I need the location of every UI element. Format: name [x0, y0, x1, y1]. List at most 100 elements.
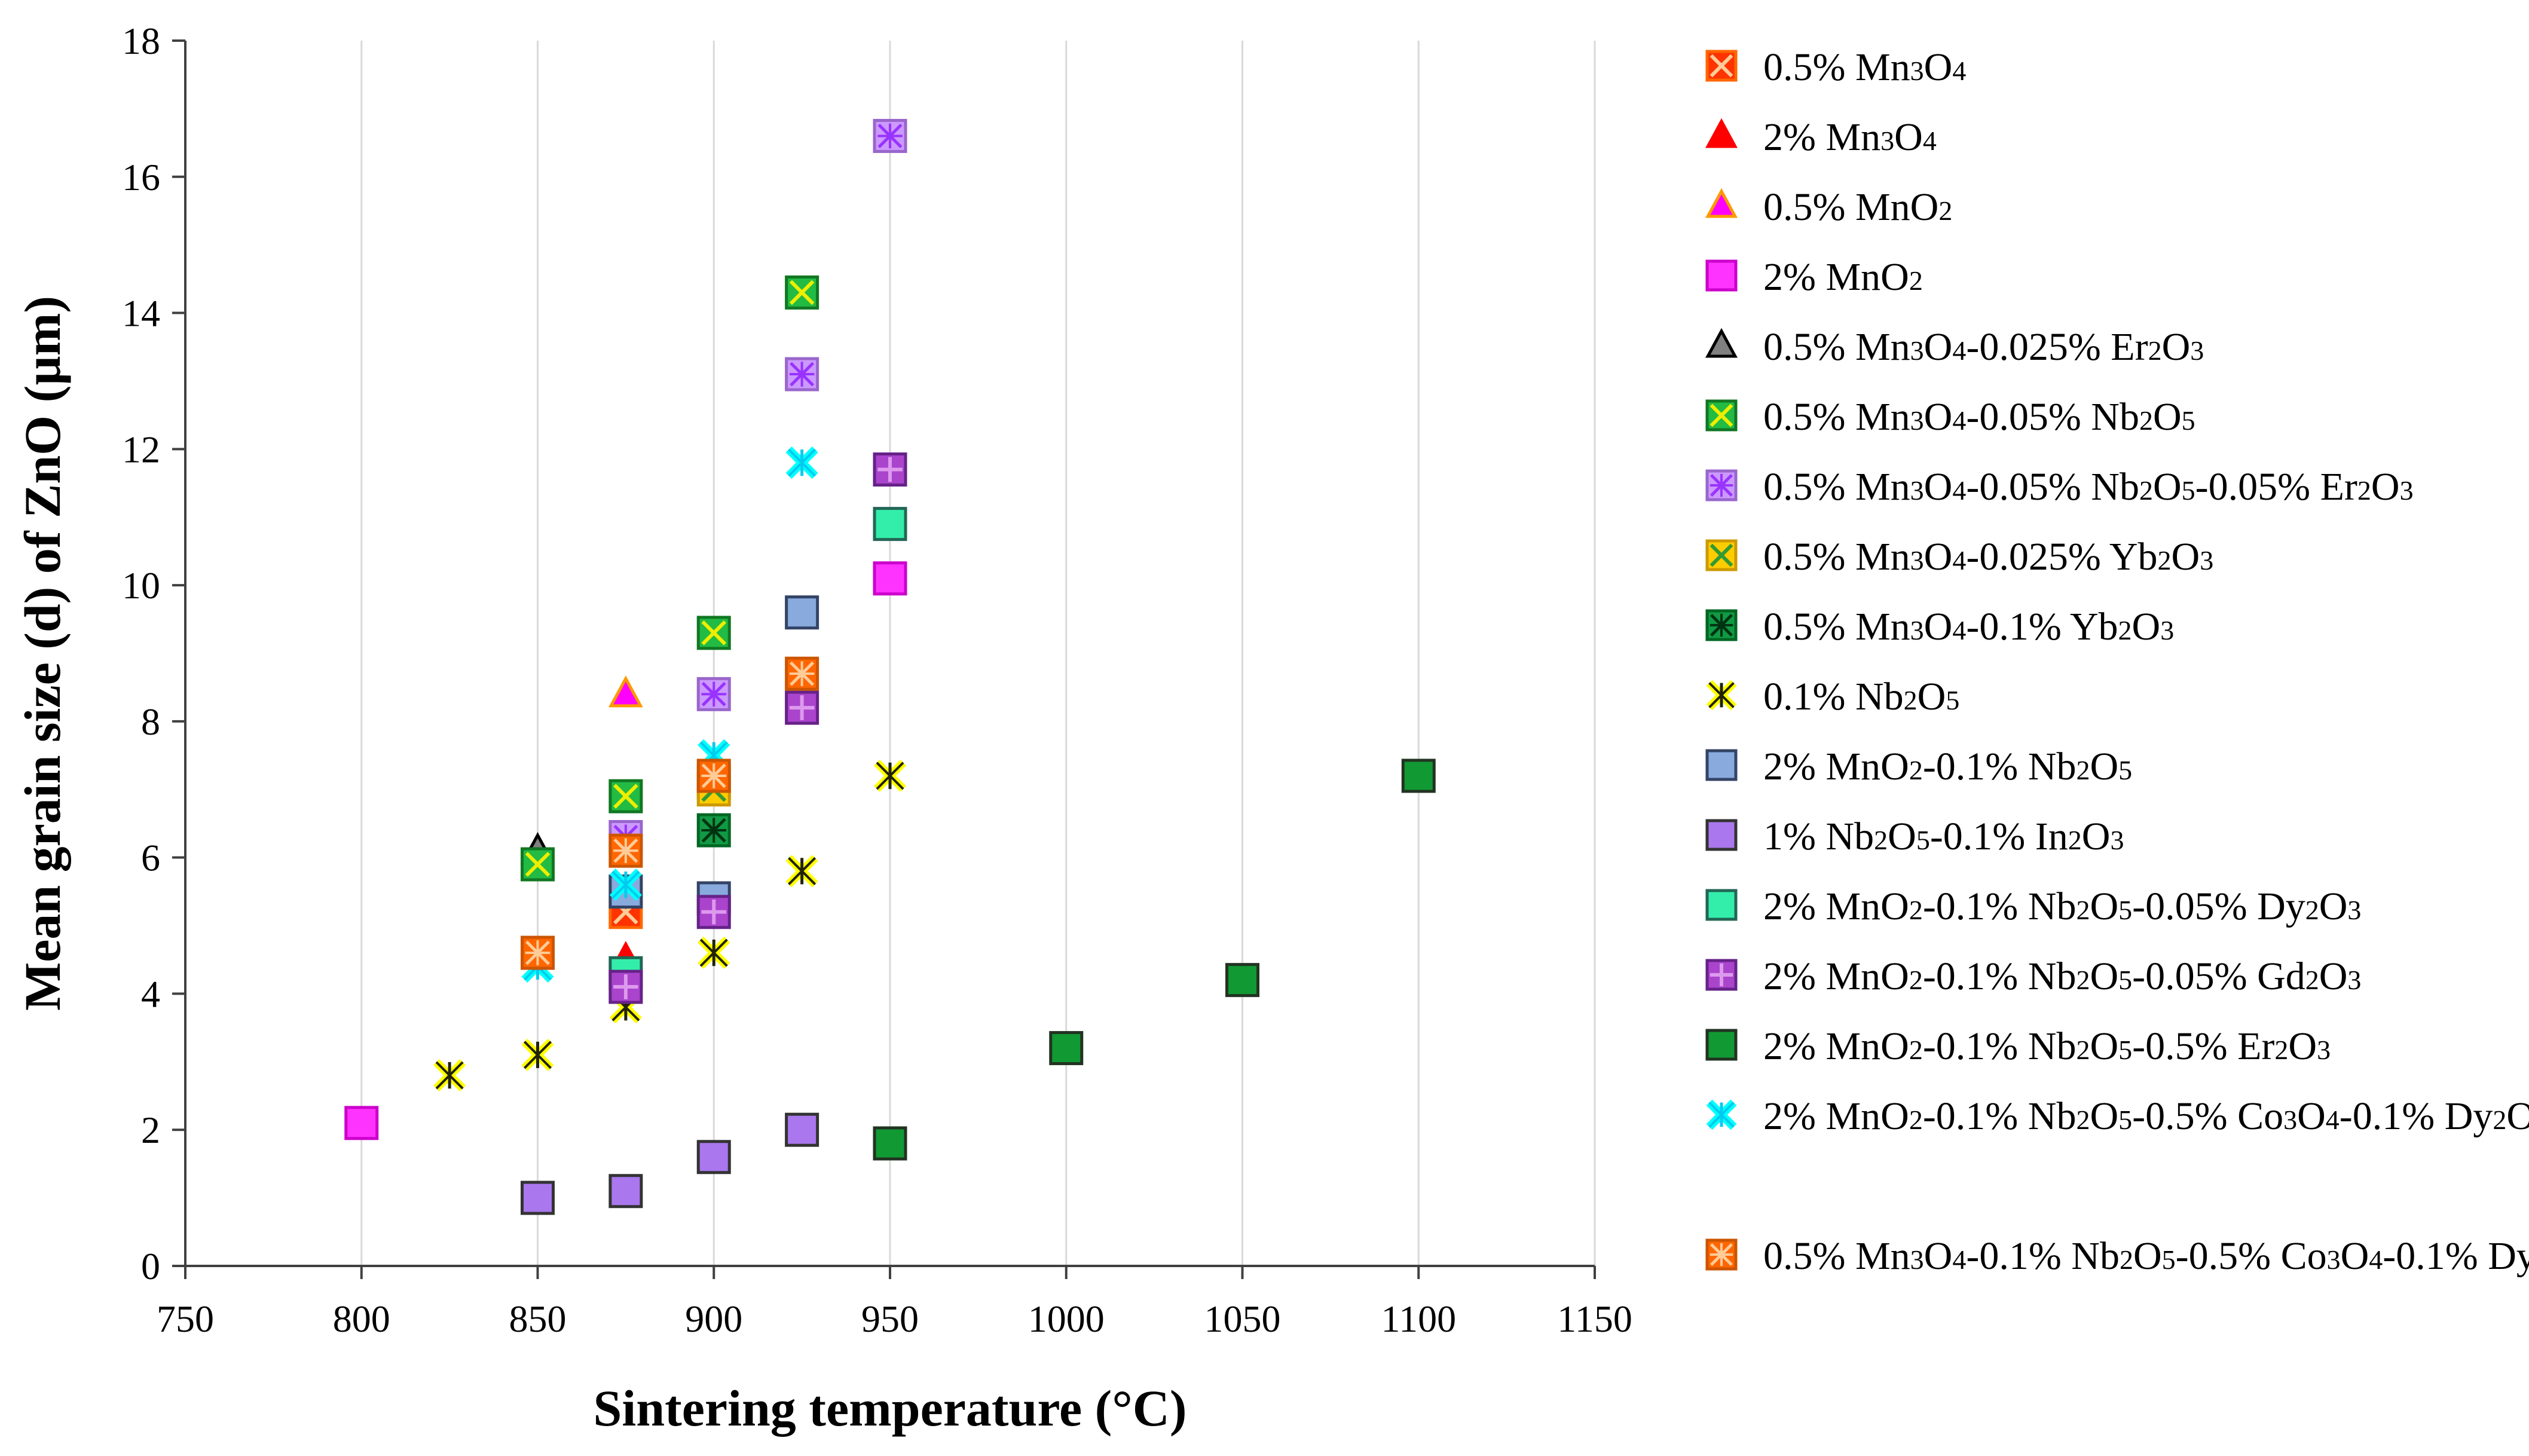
legend-label: 0.5% Mn3O4-0.025% Yb2O3 — [1763, 535, 2213, 579]
legend-item-1: 2% Mn3O4 — [1705, 115, 1937, 159]
series-16 — [521, 656, 819, 970]
data-point — [785, 595, 819, 630]
legend-label: 0.5% Mn3O4-0.1% Yb2O3 — [1763, 605, 2174, 649]
legend: 0.5% Mn3O4 2% Mn3O4 0.5% MnO2 2% MnO2 0.5% M… — [1705, 45, 2529, 1278]
data-point — [873, 507, 907, 542]
legend-item-5: 0.5% Mn3O4-0.05% Nb2O5 — [1705, 395, 2195, 439]
legend-label: 2% MnO2 — [1763, 255, 1923, 299]
legend-item-4: 0.5% Mn3O4-0.025% Er2O3 — [1705, 325, 2204, 369]
legend-marker — [1705, 118, 1738, 148]
data-point — [696, 616, 731, 650]
legend-marker — [1705, 259, 1738, 292]
x-tick-label: 1050 — [1204, 1298, 1281, 1340]
series-6 — [608, 118, 907, 854]
y-tick-label: 8 — [141, 701, 160, 743]
data-point — [1049, 1031, 1084, 1066]
legend-marker — [1706, 680, 1737, 711]
data-point — [608, 833, 643, 868]
data-point — [873, 759, 907, 793]
data-point — [521, 935, 555, 970]
series-9 — [433, 759, 907, 1092]
data-point — [521, 847, 555, 882]
legend-item-11: 1% Nb2O5-0.1% In2O3 — [1705, 815, 2124, 858]
legend-marker — [1705, 609, 1738, 641]
data-point — [785, 855, 818, 888]
data-point — [608, 779, 643, 813]
data-point — [608, 675, 643, 708]
data-point — [344, 1106, 379, 1140]
data-point — [785, 656, 819, 691]
data-point — [873, 452, 907, 487]
data-points — [344, 118, 1436, 1215]
legend-marker — [1705, 539, 1738, 571]
y-tick-label: 0 — [141, 1245, 160, 1287]
legend-marker — [1705, 959, 1738, 991]
legend-marker — [1705, 889, 1738, 921]
series-13 — [608, 452, 907, 1004]
legend-item-9: 0.1% Nb2O5 — [1706, 675, 1959, 718]
legend-label: 2% MnO2-0.1% Nb2O5-0.05% Dy2O3 — [1763, 885, 2361, 928]
legend-label: 0.5% Mn3O4-0.025% Er2O3 — [1763, 325, 2204, 369]
y-tick-label: 2 — [141, 1109, 160, 1151]
legend-item-7: 0.5% Mn3O4-0.025% Yb2O3 — [1705, 535, 2213, 579]
legend-label: 0.5% Mn3O4-0.05% Nb2O5-0.05% Er2O3 — [1763, 465, 2414, 509]
gridlines — [360, 41, 1596, 1266]
data-point — [785, 275, 819, 310]
data-point — [785, 446, 818, 479]
series-15 — [521, 446, 818, 983]
legend-item-10: 2% MnO2-0.1% Nb2O5 — [1705, 745, 2132, 788]
legend-label: 0.5% Mn3O4-0.05% Nb2O5 — [1763, 395, 2195, 439]
data-point — [873, 1126, 907, 1161]
legend-label: 0.1% Nb2O5 — [1763, 675, 1959, 718]
legend-label: 2% MnO2-0.1% Nb2O5-0.05% Gd2O3 — [1763, 955, 2361, 998]
legend-item-12: 2% MnO2-0.1% Nb2O5-0.05% Dy2O3 — [1705, 885, 2361, 928]
data-point — [521, 1038, 554, 1071]
data-point — [433, 1059, 466, 1092]
legend-item-13: 2% MnO2-0.1% Nb2O5-0.05% Gd2O3 — [1705, 955, 2361, 998]
data-point — [785, 690, 819, 725]
y-tick-label: 6 — [141, 837, 160, 879]
legend-label: 0.5% Mn3O4 — [1763, 45, 1966, 89]
x-axis-title: Sintering temperature (°C) — [594, 1379, 1187, 1437]
legend-label: 2% MnO2-0.1% Nb2O5-0.5% Er2O3 — [1763, 1024, 2331, 1068]
data-point — [696, 813, 731, 848]
data-point — [785, 1112, 819, 1147]
y-axis-title: Mean grain size (d) of ZnO (µm) — [14, 296, 71, 1011]
legend-item-14: 2% MnO2-0.1% Nb2O5-0.5% Er2O3 — [1705, 1024, 2331, 1068]
legend-marker — [1705, 469, 1738, 501]
x-tick-label: 1100 — [1381, 1298, 1456, 1340]
legend-marker — [1705, 749, 1738, 781]
data-point — [696, 677, 731, 711]
legend-label: 2% MnO2-0.1% Nb2O5 — [1763, 745, 2132, 788]
data-point — [1225, 963, 1259, 998]
legend-item-16: 0.5% Mn3O4-0.1% Nb2O5-0.5% Co3O4-0.1% Dy… — [1705, 1234, 2529, 1278]
data-point — [696, 895, 731, 929]
legend-label: 0.5% MnO2 — [1763, 185, 1952, 229]
data-point — [785, 357, 819, 391]
data-point — [1401, 758, 1436, 793]
tick-labels: 0 2 4 6 8 10 12 14 16 18 750 800 850 900 950 1000 1050 11… — [122, 20, 1632, 1340]
data-point — [608, 1174, 643, 1209]
data-point — [608, 969, 643, 1004]
y-tick-label: 16 — [122, 156, 160, 198]
y-tick-label: 4 — [141, 972, 160, 1015]
legend-item-0: 0.5% Mn3O4 — [1705, 45, 1966, 89]
legend-item-15: 2% MnO2-0.1% Nb2O5-0.5% Co3O4-0.1% Dy2O3… — [1706, 1094, 2529, 1138]
legend-item-8: 0.5% Mn3O4-0.1% Yb2O3 — [1705, 605, 2174, 649]
data-point — [698, 937, 730, 969]
x-tick-label: 950 — [861, 1298, 919, 1340]
legend-label: 2% Mn3O4 — [1763, 115, 1937, 159]
y-tick-label: 14 — [122, 292, 160, 335]
data-point — [696, 1140, 731, 1174]
series-14 — [873, 758, 1436, 1161]
series-3 — [344, 561, 907, 1140]
data-point — [609, 868, 642, 901]
data-point — [873, 118, 907, 153]
y-tick-label: 18 — [122, 20, 160, 62]
legend-item-6: 0.5% Mn3O4-0.05% Nb2O5-0.05% Er2O3 — [1705, 465, 2414, 509]
series-2 — [608, 675, 643, 708]
legend-marker — [1705, 399, 1738, 432]
legend-label: 0.5% Mn3O4-0.1% Nb2O5-0.5% Co3O4-0.1% Dy… — [1763, 1234, 2529, 1278]
x-tick-label: 1150 — [1557, 1298, 1632, 1340]
